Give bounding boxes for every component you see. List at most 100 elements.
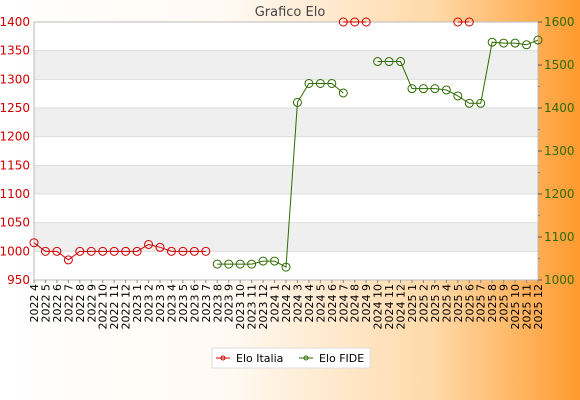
grid-band xyxy=(34,194,538,223)
left-axis-tick-label: 1100 xyxy=(0,187,30,201)
series-line xyxy=(217,82,344,268)
series-layer xyxy=(29,17,543,272)
x-axis-tick-label: 2023 10 xyxy=(234,284,247,330)
left-axis-tick-label: 1050 xyxy=(0,216,30,230)
data-point xyxy=(315,78,325,88)
left-axis-tick-label: 1250 xyxy=(0,101,30,115)
x-axis-tick-label: 2024 12 xyxy=(395,284,408,330)
data-point xyxy=(144,239,154,249)
x-axis-tick-label: 2025 1 xyxy=(406,284,419,323)
x-axis-tick-label: 2024 5 xyxy=(314,284,327,323)
x-axis-tick-label: 2024 1 xyxy=(269,284,282,323)
series-elo-fide xyxy=(212,35,543,272)
data-point xyxy=(132,246,142,256)
data-point xyxy=(407,84,417,94)
left-axis-tick-label: 950 xyxy=(7,273,30,287)
x-axis-tick-label: 2023 8 xyxy=(211,284,224,323)
data-point xyxy=(338,17,348,27)
x-axis-tick-label: 2023 7 xyxy=(200,284,213,323)
chart-title: Grafico Elo xyxy=(255,5,326,20)
data-point xyxy=(510,38,520,48)
data-point xyxy=(373,57,383,67)
data-point xyxy=(201,246,211,256)
x-axis-tick-label: 2025 10 xyxy=(509,284,522,330)
x-axis-tick-label: 2025 4 xyxy=(440,284,453,323)
x-axis-tick-label: 2024 10 xyxy=(372,284,385,330)
data-point xyxy=(29,238,39,248)
x-axis-tick-label: 2025 7 xyxy=(475,284,488,323)
left-axis-tick-label: 1000 xyxy=(0,244,30,258)
x-axis-tick-label: 2023 4 xyxy=(165,284,178,323)
data-point xyxy=(121,246,131,256)
legend-label-elo-fide: Elo FIDE xyxy=(319,352,364,365)
plot-bands xyxy=(34,21,538,281)
x-axis-tick-label: 2022 6 xyxy=(51,284,64,323)
x-axis-tick-label: 2022 5 xyxy=(39,284,52,323)
right-axis-tick-label: 1500 xyxy=(544,58,575,72)
data-point xyxy=(453,17,463,27)
x-axis-tick-label: 2025 2 xyxy=(417,284,430,323)
data-point xyxy=(166,246,176,256)
data-point xyxy=(384,57,394,67)
data-point xyxy=(430,84,440,94)
x-axis-tick-label: 2024 7 xyxy=(337,284,350,323)
x-axis-tick-label: 2022 9 xyxy=(85,284,98,323)
data-point xyxy=(396,57,406,67)
legend-box xyxy=(211,347,371,369)
x-axis-tick-label: 2025 9 xyxy=(498,284,511,323)
x-axis-tick-label: 2024 3 xyxy=(291,284,304,323)
data-point xyxy=(189,246,199,256)
x-axis-tick-label: 2024 4 xyxy=(303,284,316,323)
grid-band xyxy=(34,108,538,137)
data-point xyxy=(258,256,268,266)
data-point xyxy=(63,255,73,265)
data-point xyxy=(350,17,360,27)
x-axis-tick-label: 2023 11 xyxy=(246,284,259,330)
series-line xyxy=(33,242,206,261)
x-axis-tick-label: 2023 6 xyxy=(188,284,201,323)
data-point xyxy=(304,78,314,88)
grid-band xyxy=(34,136,538,166)
data-point xyxy=(155,242,165,252)
legend-label-elo-italia: Elo Italia xyxy=(236,352,283,365)
data-point xyxy=(86,246,96,256)
data-point xyxy=(499,38,509,48)
grid-band xyxy=(34,165,538,194)
x-axis-tick-label: 2023 2 xyxy=(143,284,156,323)
data-point xyxy=(464,17,474,27)
data-point xyxy=(361,17,371,27)
data-point xyxy=(338,88,348,98)
grid-band xyxy=(34,222,538,252)
right-axis-tick-label: 1300 xyxy=(544,144,575,158)
data-point xyxy=(52,246,62,256)
x-axis-tick-label: 2025 6 xyxy=(463,284,476,323)
data-point xyxy=(224,259,234,269)
data-point xyxy=(212,259,222,269)
data-point xyxy=(476,98,486,108)
right-axis-tick-label: 1400 xyxy=(544,101,575,115)
grid-band xyxy=(34,22,538,51)
left-axis-tick-label: 1350 xyxy=(0,44,30,58)
legend-marker-elo-italia xyxy=(220,355,226,361)
data-point xyxy=(281,262,291,272)
x-axis-tick-label: 2023 12 xyxy=(257,284,270,330)
x-axis-tick-label: 2023 9 xyxy=(223,284,236,323)
data-point xyxy=(75,246,85,256)
data-point xyxy=(247,259,257,269)
x-axis-tick-label: 2022 4 xyxy=(28,284,41,323)
data-point xyxy=(487,37,497,47)
data-point xyxy=(327,78,337,88)
data-point xyxy=(235,259,245,269)
right-axis-tick-label: 1100 xyxy=(544,230,575,244)
data-point xyxy=(441,85,451,95)
data-point xyxy=(292,97,302,107)
data-point xyxy=(98,246,108,256)
x-axis-tick-label: 2025 12 xyxy=(532,284,545,330)
x-axis-tick-label: 2025 3 xyxy=(429,284,442,323)
data-point xyxy=(109,246,119,256)
x-axis-tick-label: 2025 8 xyxy=(486,284,499,323)
axes: 950 1000 1050 1100 1150 1200 1250 1300 1350 1400 1… xyxy=(0,15,575,330)
left-axis-tick-label: 1400 xyxy=(0,15,30,29)
data-point xyxy=(40,246,50,256)
